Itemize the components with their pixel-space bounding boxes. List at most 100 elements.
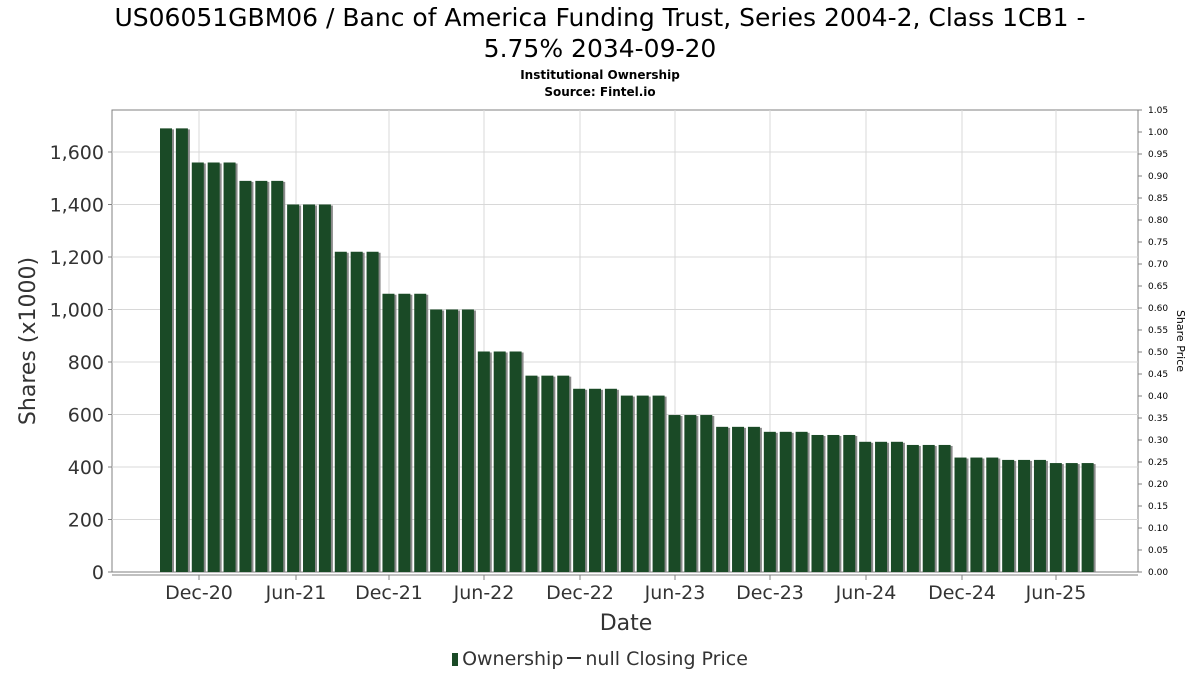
ownership-bar	[700, 415, 713, 572]
y2-tick-label: 0.50	[1148, 348, 1168, 358]
y2-tick-label: 1.00	[1148, 128, 1168, 138]
ownership-bar	[382, 293, 395, 572]
x-axis-label: Date	[600, 611, 653, 636]
y2-tick-label: 0.90	[1148, 172, 1168, 182]
x-tick-label: Jun-21	[265, 582, 327, 604]
ownership-bar	[1049, 463, 1062, 572]
ownership-bar	[636, 395, 649, 572]
ownership-bar	[191, 162, 204, 572]
ownership-bar	[906, 444, 919, 572]
y-tick-label: 800	[68, 352, 104, 374]
ownership-bar	[652, 395, 665, 572]
ownership-bar	[350, 251, 363, 572]
y2-tick-label: 0.40	[1148, 392, 1168, 402]
ownership-bar	[986, 457, 999, 572]
ownership-bar	[509, 351, 522, 572]
y2-tick-label: 0.60	[1148, 304, 1168, 314]
ownership-bar	[223, 162, 236, 572]
y-tick-label: 400	[68, 457, 104, 479]
ownership-bar	[859, 441, 872, 572]
y-tick-label: 1,000	[50, 300, 104, 322]
ownership-bar	[684, 415, 697, 572]
chart-legend: Ownership null Closing Price	[0, 648, 1200, 670]
y2-tick-label: 0.10	[1148, 524, 1168, 534]
ownership-bar	[938, 444, 951, 572]
ownership-bar	[303, 204, 316, 572]
y2-tick-label: 0.35	[1148, 414, 1168, 424]
ownership-bar	[763, 431, 776, 572]
ownership-bar	[477, 351, 490, 572]
x-tick-label: Dec-23	[736, 582, 804, 604]
x-tick-label: Dec-22	[546, 582, 614, 604]
y-tick-label: 1,400	[50, 195, 104, 217]
ownership-bar	[1018, 459, 1031, 572]
x-tick-label: Dec-24	[928, 582, 996, 604]
ownership-bar	[446, 309, 459, 572]
ownership-bar	[573, 388, 586, 572]
ownership-bar	[318, 204, 331, 572]
ownership-bar	[1081, 463, 1094, 572]
chart-title-line-1: US06051GBM06 / Banc of America Funding T…	[114, 3, 1086, 32]
y2-tick-label: 0.80	[1148, 216, 1168, 226]
y2-tick-label: 0.70	[1148, 260, 1168, 270]
ownership-bar	[1065, 463, 1078, 572]
x-tick-label: Jun-22	[453, 582, 515, 604]
x-tick-label: Dec-21	[355, 582, 423, 604]
ownership-bar	[890, 441, 903, 572]
ownership-bar	[287, 204, 300, 572]
ownership-bar	[668, 415, 681, 572]
y2-tick-label: 0.00	[1148, 568, 1168, 578]
ownership-bar	[255, 180, 268, 572]
y-tick-label: 200	[68, 510, 104, 532]
y2-tick-label: 0.55	[1148, 326, 1168, 336]
ownership-bar	[366, 251, 379, 572]
ownership-bar	[334, 251, 347, 572]
x-tick-label: Jun-25	[1025, 582, 1087, 604]
ownership-bar	[430, 309, 443, 572]
y-tick-label: 0	[92, 562, 104, 584]
y2-tick-label: 0.95	[1148, 150, 1168, 160]
x-tick-label: Jun-23	[644, 582, 706, 604]
ownership-bar	[1033, 459, 1046, 572]
y2-tick-label: 0.65	[1148, 282, 1168, 292]
ownership-bar	[604, 388, 617, 572]
ownership-bar	[620, 395, 633, 572]
ownership-bar	[207, 162, 220, 572]
ownership-bar	[779, 431, 792, 572]
y2-tick-label: 0.25	[1148, 458, 1168, 468]
ownership-bar	[461, 309, 474, 572]
y2-tick-label: 0.75	[1148, 238, 1168, 248]
chart-source: Source: Fintel.io	[544, 85, 656, 99]
ownership-bar	[811, 434, 824, 572]
ownership-bar	[541, 375, 554, 572]
ownership-bar	[239, 180, 252, 572]
y-tick-label: 1,200	[50, 247, 104, 269]
ownership-bar	[160, 128, 172, 572]
ownership-bar	[1002, 459, 1015, 572]
ownership-bar	[732, 426, 745, 572]
ownership-bar	[525, 375, 538, 572]
x-tick-label: Dec-20	[165, 582, 233, 604]
y2-tick-label: 1.05	[1148, 106, 1168, 116]
y2-tick-label: 0.85	[1148, 194, 1168, 204]
y2-tick-label: 0.20	[1148, 480, 1168, 490]
y2-tick-label: 0.05	[1148, 546, 1168, 556]
ownership-bar	[922, 444, 935, 572]
y-tick-label: 1,600	[50, 142, 104, 164]
chart-title-line-2: 5.75% 2034-09-20	[483, 34, 717, 63]
ownership-bar	[414, 293, 427, 572]
ownership-bar	[827, 434, 840, 572]
ownership-bar	[557, 375, 570, 572]
ownership-bar	[175, 128, 188, 572]
y2-tick-label: 0.45	[1148, 370, 1168, 380]
y2-tick-label: 0.15	[1148, 502, 1168, 512]
chart-subtitle: Institutional Ownership	[520, 68, 680, 82]
ownership-bar	[843, 434, 856, 572]
x-tick-label: Jun-24	[835, 582, 897, 604]
chart-title: US06051GBM06 / Banc of America Funding T…	[0, 2, 1200, 64]
ownership-bar	[398, 293, 411, 572]
ownership-bar	[970, 457, 983, 572]
ownership-bar	[795, 431, 808, 572]
price-legend-label: null Closing Price	[585, 648, 748, 670]
